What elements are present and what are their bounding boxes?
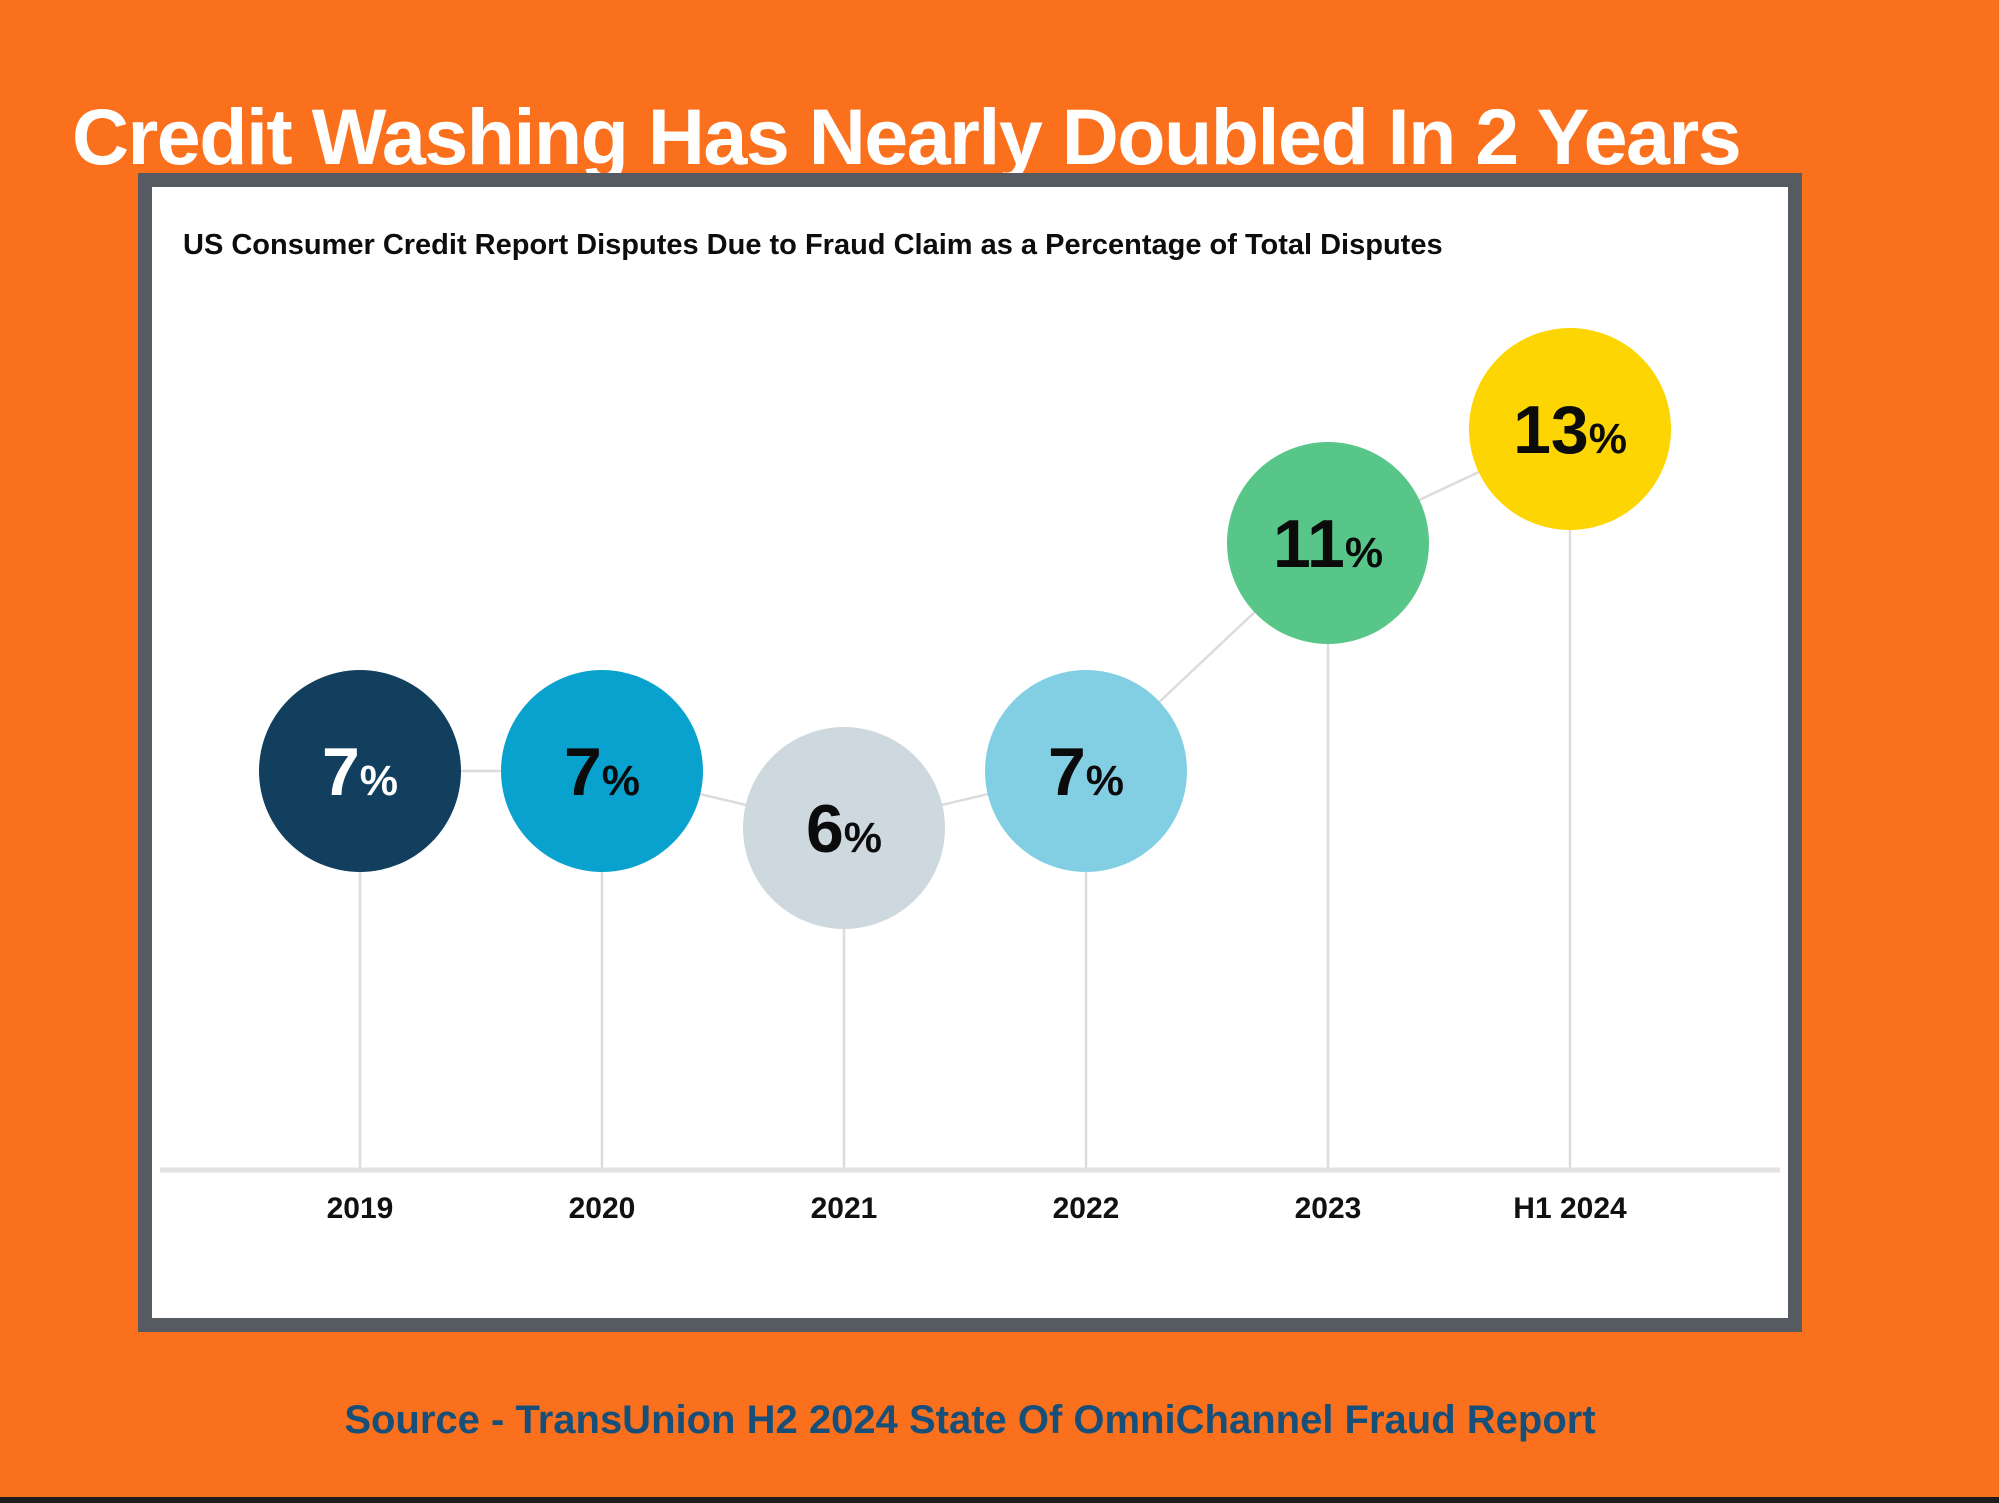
page-title: Credit Washing Has Nearly Doubled In 2 Y… — [72, 91, 1742, 181]
data-value-2023: 11% — [1273, 506, 1383, 582]
data-value-H1 2024: 13% — [1513, 392, 1627, 468]
data-value-2021: 6% — [806, 791, 882, 867]
x-axis-label-2019: 2019 — [327, 1192, 394, 1225]
data-value-2020: 7% — [564, 734, 640, 810]
x-axis-label-H1 2024: H1 2024 — [1513, 1192, 1627, 1225]
data-point-H1 2024 — [1469, 328, 1671, 530]
x-axis-label-2023: 2023 — [1295, 1192, 1362, 1225]
chart-subtitle: US Consumer Credit Report Disputes Due t… — [183, 229, 1443, 261]
data-point-2023 — [1227, 442, 1429, 644]
x-axis-label-2021: 2021 — [811, 1192, 878, 1225]
data-value-2022: 7% — [1048, 734, 1124, 810]
data-point-2020 — [501, 670, 703, 872]
data-point-2021 — [743, 727, 945, 929]
x-axis-label-2020: 2020 — [569, 1192, 636, 1225]
data-value-2019: 7% — [322, 734, 398, 810]
data-point-2019 — [259, 670, 461, 872]
chart-svg: 7% 7% 6% 7% 11% 13% 2019 2020 2021 2022 2023 H1 202… — [160, 328, 1780, 1225]
data-point-2022 — [985, 670, 1187, 872]
bottom-strip — [0, 1497, 1999, 1503]
source-attribution: Source - TransUnion H2 2024 State Of Omn… — [344, 1398, 1596, 1442]
chart-panel: US Consumer Credit Report Disputes Due t… — [138, 173, 1802, 1332]
x-axis-label-2022: 2022 — [1053, 1192, 1120, 1225]
